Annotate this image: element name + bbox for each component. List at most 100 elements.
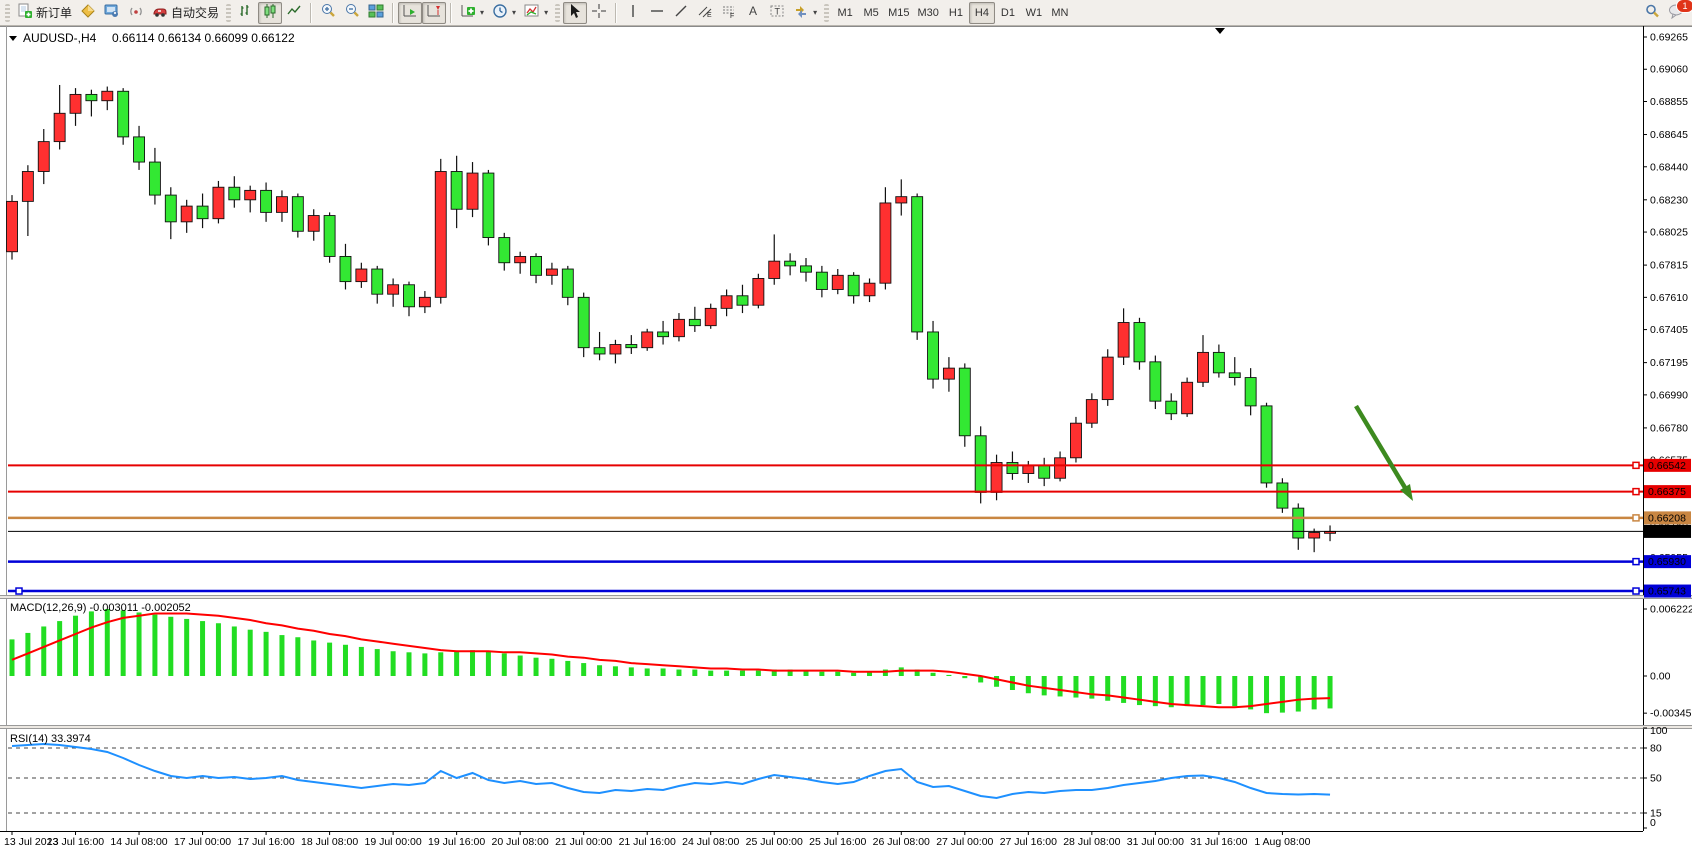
toolbar-grip[interactable] bbox=[555, 3, 561, 22]
candle bbox=[1054, 457, 1067, 479]
price-line-label bbox=[1644, 555, 1691, 569]
svg-text:0.68645: 0.68645 bbox=[1650, 129, 1688, 141]
line-handle[interactable] bbox=[1632, 487, 1640, 496]
timeframe-mn-button[interactable]: MN bbox=[1047, 2, 1073, 24]
timeframe-h4-button[interactable]: H4 bbox=[968, 1, 995, 24]
timeframe-h1-button[interactable]: H1 bbox=[943, 2, 969, 24]
svg-text:21 Jul 16:00: 21 Jul 16:00 bbox=[619, 836, 676, 848]
line-chart-mode-button[interactable] bbox=[282, 2, 306, 24]
svg-text:0.67405: 0.67405 bbox=[1650, 324, 1688, 336]
candlestick-mode-button[interactable] bbox=[258, 1, 283, 24]
crosshair-button[interactable] bbox=[587, 2, 611, 24]
timeframe-d1-button[interactable]: D1 bbox=[995, 2, 1021, 24]
candle bbox=[101, 90, 114, 102]
timeframe-m5-button[interactable]: M5 bbox=[858, 2, 884, 24]
svg-text:20 Jul 08:00: 20 Jul 08:00 bbox=[492, 836, 549, 848]
crosshair-icon bbox=[591, 3, 607, 22]
tile-windows-button[interactable] bbox=[364, 2, 388, 24]
candle bbox=[498, 237, 511, 264]
svg-text:27 Jul 00:00: 27 Jul 00:00 bbox=[936, 836, 993, 848]
timeframe-w1-button[interactable]: W1 bbox=[1021, 2, 1047, 24]
chart-canvas[interactable]: 0.69265 0.69060 0.68855 0.68645 0.68440 0.682… bbox=[0, 26, 1692, 853]
timeframe-m1-button[interactable]: M1 bbox=[832, 2, 858, 24]
candle bbox=[1149, 361, 1162, 402]
horizontal-price-line[interactable]: 0.66375 bbox=[8, 485, 1691, 499]
chart-shift-marker[interactable] bbox=[1215, 28, 1225, 34]
candle bbox=[545, 268, 558, 276]
signals-button[interactable] bbox=[124, 2, 148, 24]
horizontal-price-line[interactable]: 0.66208 bbox=[8, 511, 1691, 525]
candle bbox=[911, 196, 924, 333]
auto-scroll-button[interactable] bbox=[398, 1, 423, 24]
candle bbox=[863, 282, 876, 297]
autotrading-button[interactable]: 自动交易 bbox=[148, 2, 223, 24]
svg-text:80: 80 bbox=[1650, 743, 1662, 755]
cursor-button[interactable] bbox=[563, 1, 588, 24]
zoom-out-button[interactable] bbox=[340, 2, 364, 24]
text-tool-button[interactable]: A bbox=[741, 2, 765, 24]
price-line-label bbox=[1644, 485, 1691, 499]
trendline-tool-button[interactable] bbox=[669, 2, 693, 24]
candle bbox=[800, 265, 812, 273]
shapes-tool-button[interactable]: ▾ bbox=[789, 2, 821, 24]
candle bbox=[1070, 422, 1082, 459]
candle bbox=[688, 318, 701, 327]
svg-text:0.67815: 0.67815 bbox=[1650, 260, 1688, 272]
autotrading-label: 自动交易 bbox=[171, 6, 220, 20]
toolbar-grip[interactable] bbox=[5, 3, 10, 22]
candle bbox=[180, 205, 193, 223]
horizontal-line-tool-button[interactable] bbox=[645, 2, 669, 24]
search-button[interactable] bbox=[1640, 2, 1664, 24]
candle bbox=[403, 284, 415, 308]
horizontal-line-icon bbox=[649, 3, 665, 22]
candle bbox=[990, 462, 1003, 493]
ohlc-values: 0.66114 0.66134 0.66099 0.66122 bbox=[112, 31, 295, 45]
toolbar-grip[interactable] bbox=[226, 3, 232, 22]
vertical-line-tool-button[interactable] bbox=[621, 2, 645, 24]
svg-text:-0.003451: -0.003451 bbox=[1650, 708, 1692, 720]
new-order-button[interactable]: 新订单 bbox=[13, 2, 76, 24]
candle bbox=[1038, 465, 1051, 479]
data-window-button[interactable] bbox=[100, 2, 124, 24]
chevron-down-icon: ▾ bbox=[813, 8, 818, 17]
templates-button[interactable]: ▾ bbox=[520, 2, 552, 24]
line-handle[interactable] bbox=[1632, 557, 1640, 566]
market-watch-button[interactable] bbox=[76, 2, 100, 24]
candle bbox=[879, 202, 892, 284]
vertical-line-icon bbox=[625, 3, 641, 22]
timeframe-m15-button[interactable]: M15 bbox=[884, 2, 913, 24]
notification-badge: 1 bbox=[1676, 0, 1692, 13]
chart-shift-button[interactable] bbox=[422, 1, 447, 24]
svg-text:13 Jul 16:00: 13 Jul 16:00 bbox=[47, 836, 104, 848]
notifications-button[interactable]: 1 bbox=[1664, 0, 1692, 24]
svg-text:17 Jul 00:00: 17 Jul 00:00 bbox=[174, 836, 231, 848]
line-handle[interactable] bbox=[15, 587, 23, 595]
horizontal-price-line[interactable]: 0.66122 bbox=[8, 524, 1691, 538]
text-label-tool-button[interactable]: T bbox=[765, 2, 789, 24]
equidistant-channel-tool-button[interactable]: E bbox=[693, 2, 717, 24]
rsi-label: RSI(14) 33.3974 bbox=[10, 733, 91, 745]
periods-button[interactable]: ▾ bbox=[488, 2, 520, 24]
svg-text:0.66122: 0.66122 bbox=[1648, 526, 1686, 538]
toolbar-grip[interactable] bbox=[824, 3, 830, 22]
horizontal-price-line[interactable]: 0.65743 bbox=[8, 584, 1691, 598]
svg-text:0.67610: 0.67610 bbox=[1650, 292, 1688, 304]
zoom-in-button[interactable] bbox=[316, 2, 340, 24]
line-handle[interactable] bbox=[1632, 514, 1640, 522]
fibonacci-tool-button[interactable]: F bbox=[717, 2, 741, 24]
bar-chart-mode-button[interactable] bbox=[234, 2, 258, 24]
timeframe-m30-button[interactable]: M30 bbox=[914, 2, 943, 24]
horizontal-price-line[interactable]: 0.66542 bbox=[8, 458, 1691, 472]
candle bbox=[307, 215, 320, 232]
candle bbox=[593, 347, 606, 355]
add-indicator-button[interactable]: ▾ bbox=[456, 2, 488, 24]
line-handle[interactable] bbox=[1632, 461, 1640, 470]
annotation-arrow[interactable] bbox=[1354, 404, 1413, 501]
collapse-triangle-icon[interactable] bbox=[9, 36, 17, 41]
candle bbox=[847, 274, 860, 297]
svg-text:0.65743: 0.65743 bbox=[1648, 586, 1686, 598]
line-handle[interactable] bbox=[1632, 587, 1640, 595]
svg-text:50: 50 bbox=[1650, 773, 1662, 785]
horizontal-price-line[interactable]: 0.65930 bbox=[8, 555, 1691, 569]
